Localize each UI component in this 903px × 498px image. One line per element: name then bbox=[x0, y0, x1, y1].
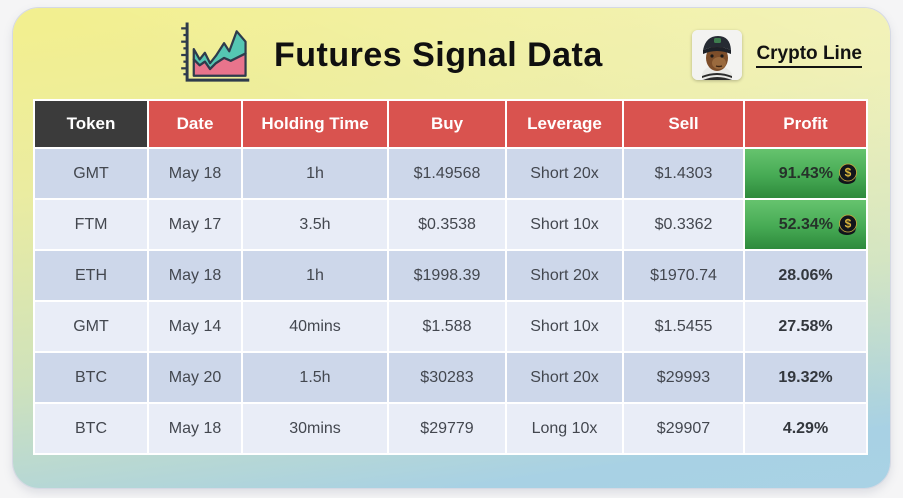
cell-date: May 20 bbox=[149, 353, 241, 402]
column-header-sell: Sell bbox=[624, 101, 743, 147]
column-header-leverage: Leverage bbox=[507, 101, 622, 147]
cell-buy: $30283 bbox=[389, 353, 505, 402]
cell-sell: $0.3362 bbox=[624, 200, 743, 249]
cell-leverage: Short 20x bbox=[507, 149, 622, 198]
cell-holding-time: 1.5h bbox=[243, 353, 387, 402]
area-chart-icon bbox=[181, 22, 250, 82]
cell-date: May 18 bbox=[149, 251, 241, 300]
cell-token: GMT bbox=[35, 302, 147, 351]
cell-leverage: Short 10x bbox=[507, 200, 622, 249]
cell-token: FTM bbox=[35, 200, 147, 249]
cell-buy: $1.588 bbox=[389, 302, 505, 351]
cell-holding-time: 40mins bbox=[243, 302, 387, 351]
svg-text:$: $ bbox=[845, 216, 852, 230]
cell-date: May 18 bbox=[149, 404, 241, 453]
cell-sell: $1.5455 bbox=[624, 302, 743, 351]
cell-sell: $1970.74 bbox=[624, 251, 743, 300]
cell-buy: $1.49568 bbox=[389, 149, 505, 198]
column-header-profit: Profit bbox=[745, 101, 866, 147]
cell-profit: 91.43% $ bbox=[745, 149, 866, 198]
profit-value: 91.43% bbox=[778, 164, 833, 182]
profit-value: 52.34% bbox=[778, 215, 833, 233]
svg-text:$: $ bbox=[845, 165, 852, 179]
cell-profit: 52.34% $ bbox=[745, 200, 866, 249]
cell-holding-time: 3.5h bbox=[243, 200, 387, 249]
cell-profit: 4.29% bbox=[745, 404, 866, 453]
card-header: Futures Signal Data Crypto Line bbox=[13, 8, 890, 98]
cell-token: BTC bbox=[35, 353, 147, 402]
cell-profit: 27.58% bbox=[745, 302, 866, 351]
cell-holding-time: 1h bbox=[243, 149, 387, 198]
ape-avatar bbox=[692, 30, 743, 80]
coin-stack-dollar-icon: $ bbox=[838, 214, 857, 235]
cell-sell: $29907 bbox=[624, 404, 743, 453]
cell-token: ETH bbox=[35, 251, 147, 300]
cell-token: BTC bbox=[35, 404, 147, 453]
cell-leverage: Short 20x bbox=[507, 251, 622, 300]
cell-leverage: Short 20x bbox=[507, 353, 622, 402]
column-header-buy: Buy bbox=[389, 101, 505, 147]
cell-sell: $29993 bbox=[624, 353, 743, 402]
signal-card: Futures Signal Data Crypto Line Token Da… bbox=[13, 8, 890, 488]
cell-profit: 28.06% bbox=[745, 251, 866, 300]
column-header-date: Date bbox=[149, 101, 241, 147]
cell-leverage: Long 10x bbox=[507, 404, 622, 453]
cell-date: May 17 bbox=[149, 200, 241, 249]
page-title: Futures Signal Data bbox=[274, 35, 603, 74]
cell-holding-time: 30mins bbox=[243, 404, 387, 453]
column-header-holding-time: Holding Time bbox=[243, 101, 387, 147]
cell-sell: $1.4303 bbox=[624, 149, 743, 198]
cell-date: May 18 bbox=[149, 149, 241, 198]
cell-buy: $29779 bbox=[389, 404, 505, 453]
cell-buy: $0.3538 bbox=[389, 200, 505, 249]
cell-token: GMT bbox=[35, 149, 147, 198]
cell-leverage: Short 10x bbox=[507, 302, 622, 351]
cell-date: May 14 bbox=[149, 302, 241, 351]
cell-buy: $1998.39 bbox=[389, 251, 505, 300]
cell-holding-time: 1h bbox=[243, 251, 387, 300]
signal-table: Token Date Holding Time Buy Leverage Sel… bbox=[33, 99, 868, 455]
column-header-token: Token bbox=[35, 101, 147, 147]
brand-link[interactable]: Crypto Line bbox=[756, 43, 862, 68]
cell-profit: 19.32% bbox=[745, 353, 866, 402]
coin-stack-dollar-icon: $ bbox=[838, 163, 857, 184]
